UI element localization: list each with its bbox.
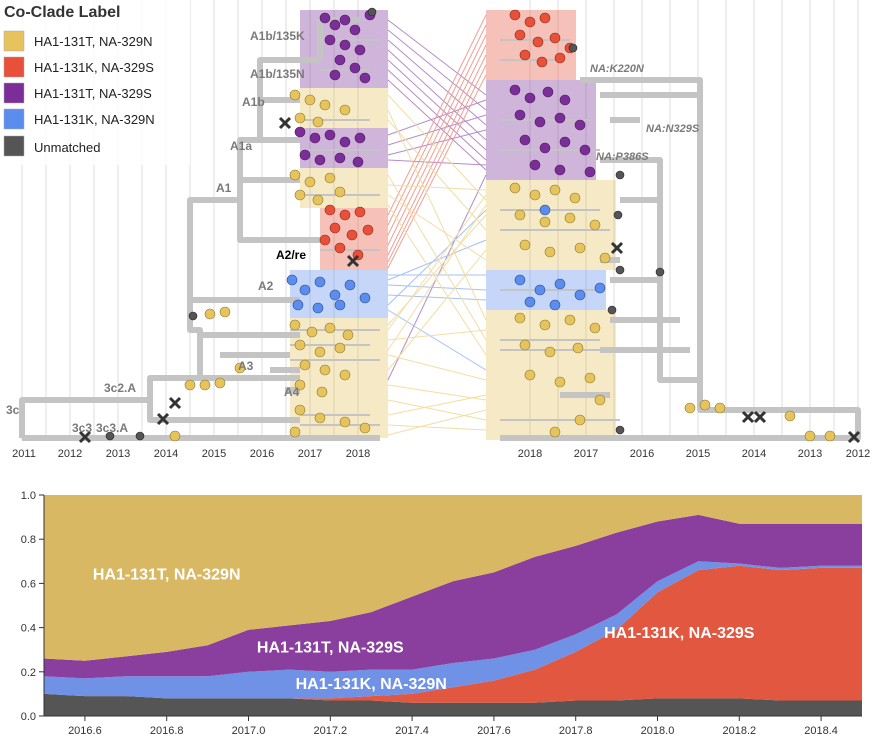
- right-tree-axis: 2018 2017 2016 2015 2014 2013 2012: [518, 448, 870, 460]
- y-tick-label: 0.0: [21, 711, 36, 723]
- tangle-lines: [387, 14, 487, 436]
- left-axis-tick: 2011: [12, 448, 36, 460]
- legend: Co-Clade Label HA1-131T, NA-329N HA1-131…: [0, 0, 190, 165]
- clade-label: A1: [216, 181, 232, 195]
- x-marker: [278, 116, 292, 130]
- right-axis-tick: 2018: [518, 448, 542, 460]
- mutation-label: NA:K220N: [590, 63, 645, 75]
- clade-label: A4: [284, 385, 300, 399]
- left-axis-tick: 2012: [58, 448, 82, 460]
- legend-label: HA1-131T, NA-329N: [34, 34, 153, 49]
- x-tick-label: 2018.0: [641, 725, 675, 737]
- x-tick-label: 2017.6: [477, 725, 511, 737]
- x-markers: [78, 116, 861, 444]
- y-tick-label: 0.6: [21, 578, 36, 590]
- right-axis-tick: 2014: [742, 448, 766, 460]
- clade-label: 3c: [6, 403, 20, 417]
- area-series: [44, 561, 862, 699]
- clade-label: 3c2.A: [104, 381, 136, 395]
- x-marker: [741, 410, 755, 424]
- legend-item: Unmatched: [3, 135, 100, 157]
- left-axis-tick: 2014: [154, 448, 178, 460]
- left-axis-tick: 2013: [106, 448, 130, 460]
- area-label: HA1-131T, NA-329N: [93, 566, 241, 583]
- legend-swatch: [3, 108, 25, 130]
- legend-swatch: [3, 82, 25, 104]
- left-tree-branches: [19, 17, 380, 441]
- left-axis-tick: 2015: [202, 448, 226, 460]
- clade-label: A1b/135K: [250, 29, 305, 43]
- left-axis-tick: 2017: [298, 448, 322, 460]
- area-series: [44, 514, 862, 679]
- clade-label: 3c3.A: [96, 421, 128, 435]
- y-tick-label: 0.4: [21, 623, 36, 635]
- clade-label: 3c3: [72, 421, 92, 435]
- clade-label: A1b/135N: [250, 67, 305, 81]
- y-tick-label: 0.8: [21, 534, 36, 546]
- y-tick-label: 0.2: [21, 667, 36, 679]
- x-marker: [168, 396, 182, 410]
- right-tree-tips: [509, 9, 836, 442]
- legend-label: HA1-131K, NA-329S: [34, 60, 154, 75]
- mutation-label: NA:P386S: [596, 151, 649, 163]
- right-axis-tick: 2017: [574, 448, 598, 460]
- x-tick-label: 2017.2: [313, 725, 347, 737]
- clade-label: A2: [258, 279, 274, 293]
- clade-label: A3: [238, 359, 254, 373]
- left-axis-tick: 2018: [346, 448, 370, 460]
- right-tree-grid: [529, 0, 859, 440]
- x-tick-label: 2017.4: [395, 725, 429, 737]
- legend-label: HA1-131K, NA-329N: [34, 112, 155, 127]
- clade-label: A1b: [242, 95, 265, 109]
- area-label: HA1-131K, NA-329S: [604, 625, 755, 642]
- left-axis-tick: 2016: [250, 448, 274, 460]
- x-marker: [753, 410, 767, 424]
- x-tick-label: 2017.0: [232, 725, 266, 737]
- x-tick-label: 2018.4: [804, 725, 838, 737]
- area-label: HA1-131K, NA-329N: [296, 676, 447, 693]
- area-labels: HA1-131T, NA-329N HA1-131T, NA-329S HA1-13…: [93, 566, 755, 692]
- x-tick-label: 2017.8: [559, 725, 593, 737]
- area-label: HA1-131T, NA-329S: [257, 639, 404, 656]
- right-tree-branches: [500, 77, 861, 441]
- legend-item: HA1-131T, NA-329S: [3, 82, 152, 104]
- legend-swatch: [3, 30, 25, 52]
- clade-label: A1a: [230, 139, 252, 153]
- x-tick-label: 2016.8: [150, 725, 184, 737]
- x-marker: [78, 430, 92, 444]
- x-tick-label: 2018.2: [722, 725, 756, 737]
- legend-label: HA1-131T, NA-329S: [34, 86, 152, 101]
- right-mutation-labels: NA:K220N NA:N329S NA:P386S: [590, 63, 700, 163]
- legend-item: HA1-131T, NA-329N: [3, 30, 153, 52]
- tanglegram: A1b/135K A1b/135N A1b A1a A1 A2/re A2 A3…: [0, 0, 871, 460]
- x-tick-label: 2016.6: [68, 725, 102, 737]
- stacked-area-chart: HA1-131T, NA-329N HA1-131T, NA-329S HA1-13…: [21, 490, 862, 737]
- area-series-group: [44, 495, 862, 716]
- y-tick-label: 1.0: [21, 490, 36, 502]
- right-axis-tick: 2012: [846, 448, 870, 460]
- legend-swatch: [3, 56, 25, 78]
- right-axis-tick: 2013: [798, 448, 822, 460]
- legend-label: Unmatched: [34, 140, 100, 155]
- legend-item: HA1-131K, NA-329N: [3, 108, 155, 130]
- chart-axes: 0.0 0.2 0.4 0.6 0.8 1.0 2016.6 2016.8 2017.0 2017…: [21, 490, 862, 737]
- mutation-label: NA:N329S: [646, 123, 700, 135]
- x-marker: [847, 430, 861, 444]
- legend-item: HA1-131K, NA-329S: [3, 56, 154, 78]
- right-axis-tick: 2015: [686, 448, 710, 460]
- x-marker: [156, 412, 170, 426]
- legend-swatch: [3, 135, 25, 157]
- x-marker: [610, 241, 624, 255]
- left-tree-tips: [105, 7, 377, 442]
- left-tree-axis: 2011 2012 2013 2014 2015 2016 2017 2018: [12, 448, 370, 460]
- area-series: [44, 565, 862, 703]
- area-series: [44, 495, 862, 661]
- area-series: [44, 693, 862, 716]
- x-marker: [346, 254, 360, 268]
- right-axis-tick: 2016: [630, 448, 654, 460]
- left-clade-labels: A1b/135K A1b/135N A1b A1a A1 A2/re A2 A3…: [6, 29, 306, 435]
- clade-label: A2/re: [276, 248, 306, 262]
- legend-title: Co-Clade Label: [4, 4, 120, 21]
